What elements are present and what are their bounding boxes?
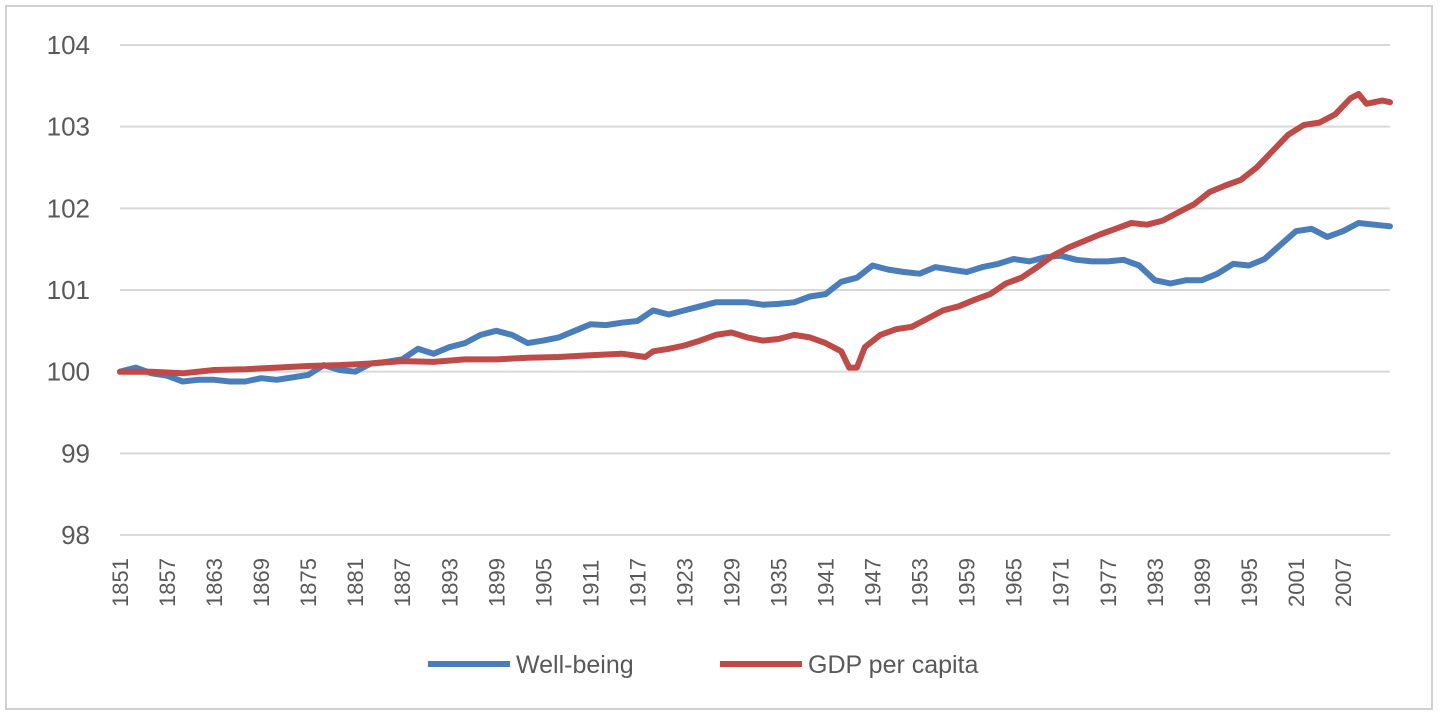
x-tick-label: 1893 bbox=[437, 558, 462, 607]
x-tick-label: 1977 bbox=[1096, 558, 1121, 607]
y-tick-label: 103 bbox=[47, 112, 90, 142]
x-tick-label: 1941 bbox=[814, 558, 839, 607]
legend-label-gdp-per-capita: GDP per capita bbox=[808, 651, 979, 679]
x-tick-label: 1923 bbox=[672, 558, 697, 607]
y-tick-label: 99 bbox=[61, 438, 90, 468]
gridlines bbox=[120, 44, 1390, 536]
x-tick-label: 1947 bbox=[861, 558, 886, 607]
y-tick-label: 98 bbox=[61, 520, 90, 550]
x-tick-label: 2001 bbox=[1284, 558, 1309, 607]
x-tick-label: 1917 bbox=[625, 558, 650, 607]
x-tick-label: 1863 bbox=[202, 558, 227, 607]
y-axis-ticks: 98 99 100 101 102 103 104 bbox=[47, 30, 90, 550]
x-tick-label: 1929 bbox=[719, 558, 744, 607]
y-tick-label: 104 bbox=[47, 30, 90, 60]
x-tick-label: 1905 bbox=[531, 558, 556, 607]
x-tick-label: 1935 bbox=[767, 558, 792, 607]
x-tick-label: 1965 bbox=[1002, 558, 1027, 607]
series-lines bbox=[117, 91, 1393, 385]
x-tick-label: 1995 bbox=[1237, 558, 1262, 607]
line-chart: 98 99 100 101 102 103 104 1851 1857 1863 1869 1875… bbox=[47, 30, 1393, 679]
x-tick-label: 1869 bbox=[249, 558, 274, 607]
x-tick-label: 1887 bbox=[390, 558, 415, 607]
x-tick-label: 1881 bbox=[343, 558, 368, 607]
y-tick-label: 100 bbox=[47, 357, 90, 387]
x-tick-label: 1899 bbox=[484, 558, 509, 607]
x-tick-label: 1953 bbox=[908, 558, 933, 607]
y-tick-label: 101 bbox=[47, 275, 90, 305]
x-tick-label: 2007 bbox=[1331, 558, 1356, 607]
x-tick-label: 1911 bbox=[578, 560, 603, 607]
legend: Well-being GDP per capita bbox=[428, 651, 979, 679]
x-tick-label: 1989 bbox=[1190, 558, 1215, 607]
legend-label-well-being: Well-being bbox=[516, 651, 634, 679]
chart-frame: 98 99 100 101 102 103 104 1851 1857 1863 1869 1875… bbox=[5, 5, 1433, 710]
x-tick-label: 1851 bbox=[108, 558, 133, 607]
series-line-well-being bbox=[117, 220, 1393, 385]
x-tick-label: 1875 bbox=[296, 558, 321, 607]
x-tick-label: 1971 bbox=[1049, 558, 1074, 607]
x-tick-label: 1983 bbox=[1143, 558, 1168, 607]
x-tick-label: 1857 bbox=[155, 558, 180, 607]
x-axis-ticks: 1851 1857 1863 1869 1875 1881 1887 1893 1899 1905… bbox=[108, 558, 1356, 607]
y-tick-label: 102 bbox=[47, 193, 90, 223]
x-tick-label: 1959 bbox=[955, 558, 980, 607]
series-line-gdp-per-capita bbox=[117, 91, 1393, 377]
